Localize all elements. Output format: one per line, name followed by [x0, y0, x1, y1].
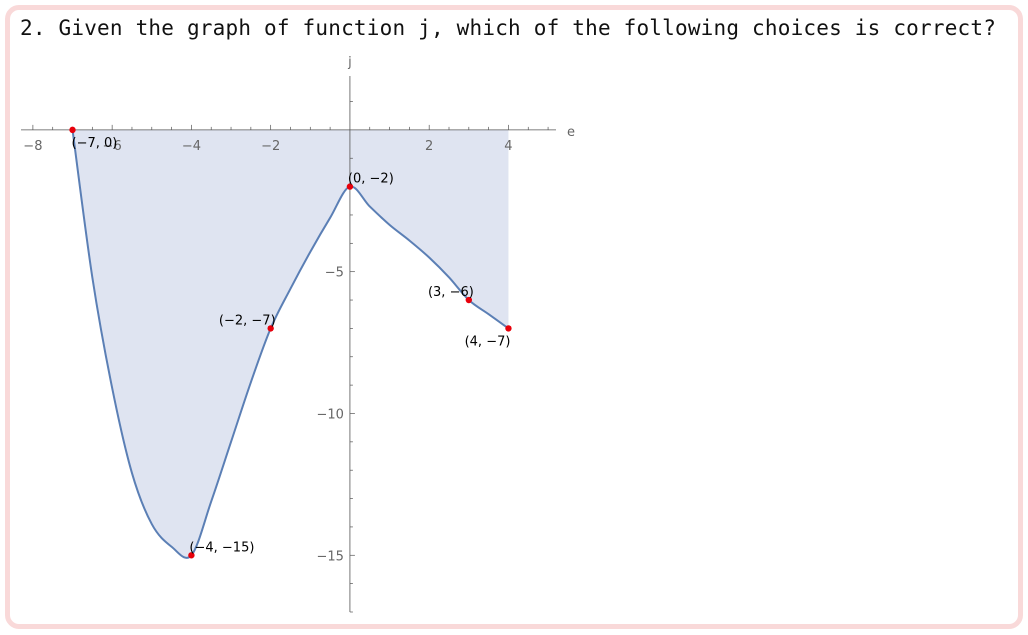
area-fill — [72, 129, 509, 558]
x-axis-label: e — [567, 125, 575, 140]
data-point-label: (3, −6) — [428, 285, 474, 300]
curve-layer — [71, 129, 510, 559]
data-point — [505, 325, 512, 332]
data-point-label: (−4, −15) — [189, 540, 254, 555]
data-point-label: (−7, 0) — [72, 136, 118, 151]
area-fill-layer — [72, 129, 509, 558]
x-tick-label: −6 — [103, 139, 122, 154]
data-point — [69, 126, 76, 134]
y-tick-label: −10 — [316, 407, 343, 422]
x-tick-label: −2 — [261, 139, 280, 154]
question-text: 2. Given the graph of function j, which … — [20, 16, 997, 40]
data-point — [267, 325, 274, 332]
x-tick-label: −8 — [23, 139, 42, 154]
data-point-label: (−2, −7) — [219, 313, 276, 328]
x-tick-label: 2 — [425, 139, 433, 154]
y-axis-label: j — [347, 55, 352, 70]
y-tick-label: −15 — [316, 549, 343, 564]
x-tick-label: 4 — [504, 139, 512, 154]
x-tick-label: −4 — [182, 139, 201, 154]
data-point — [188, 552, 195, 559]
data-point — [346, 183, 354, 190]
y-tick-label: −5 — [325, 266, 344, 281]
axes: −8 −6 −4 −2 2 4 −5 −10 −15 e j — [21, 55, 575, 613]
data-point — [465, 296, 473, 304]
data-point-label: (0, −2) — [348, 172, 394, 187]
data-point-label: (4, −7) — [465, 334, 511, 349]
function-curve — [71, 129, 510, 559]
points-layer: (−7, 0) (0, −2) (−2, −7) (3, −6) (4, −7) (−4,… — [69, 126, 512, 559]
